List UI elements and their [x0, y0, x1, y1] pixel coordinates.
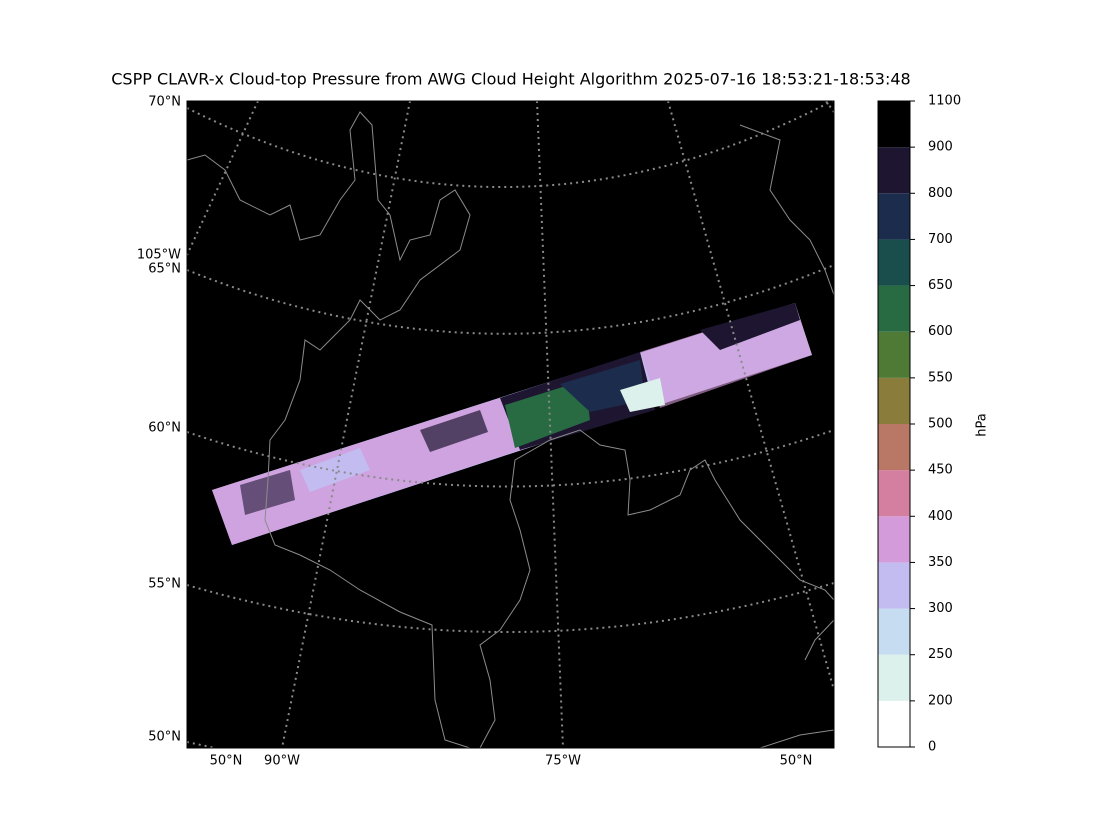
lat-label: 55°N [148, 577, 181, 592]
colorbar-segment [878, 424, 910, 471]
colorbar-tick-label: 500 [928, 417, 953, 432]
colorbar-segment [878, 101, 910, 148]
colorbar-segment [878, 562, 910, 609]
colorbar-segment [878, 654, 910, 701]
colorbar-tick-label: 250 [928, 647, 953, 662]
lat-label: 60°N [148, 421, 181, 436]
colorbar-segment [878, 193, 910, 240]
colorbar-segment [878, 331, 910, 378]
colorbar-segment [878, 470, 910, 517]
map [186, 100, 835, 749]
colorbar-tick-label: 650 [928, 278, 953, 293]
colorbar-tick-label: 550 [928, 370, 953, 385]
lat-label: 65°N [148, 262, 181, 277]
colorbar-tick-label: 400 [928, 509, 953, 524]
colorbar-label: hPa [975, 413, 990, 436]
lon-label: 75°W [545, 754, 581, 769]
colorbar-tick-label: 600 [928, 324, 953, 339]
colorbar-segment [878, 516, 910, 563]
lon-label: 50°N [780, 754, 813, 769]
colorbar-tick-label: 350 [928, 555, 953, 570]
colorbar-segment [878, 608, 910, 655]
colorbar-tick-label: 0 [928, 740, 936, 755]
map-frame [186, 100, 835, 749]
coastlines [187, 111, 834, 748]
lon-label: 50°N [210, 754, 243, 769]
map-title: CSPP CLAVR-x Cloud-top Pressure from AWG… [111, 70, 910, 89]
colorbar-segment [878, 700, 910, 747]
colorbar-tick-label: 900 [928, 140, 953, 155]
graticule [187, 101, 834, 748]
colorbar-segment [878, 285, 910, 332]
colorbar-tick-label: 450 [928, 463, 953, 478]
colorbar-segment [878, 239, 910, 286]
colorbar-tick-label: 300 [928, 601, 953, 616]
lon-label: 90°W [264, 754, 300, 769]
colorbar-segment [878, 377, 910, 424]
colorbar-tick-label: 200 [928, 693, 953, 708]
colorbar-tick-label: 700 [928, 232, 953, 247]
lat-label: 70°N [148, 95, 181, 110]
colorbar-tick-label: 1100 [928, 94, 961, 109]
lat-label: 105°W [137, 248, 181, 263]
colorbar-segment [878, 147, 910, 194]
lat-label: 50°N [148, 730, 181, 745]
colorbar-tick-label: 800 [928, 186, 953, 201]
